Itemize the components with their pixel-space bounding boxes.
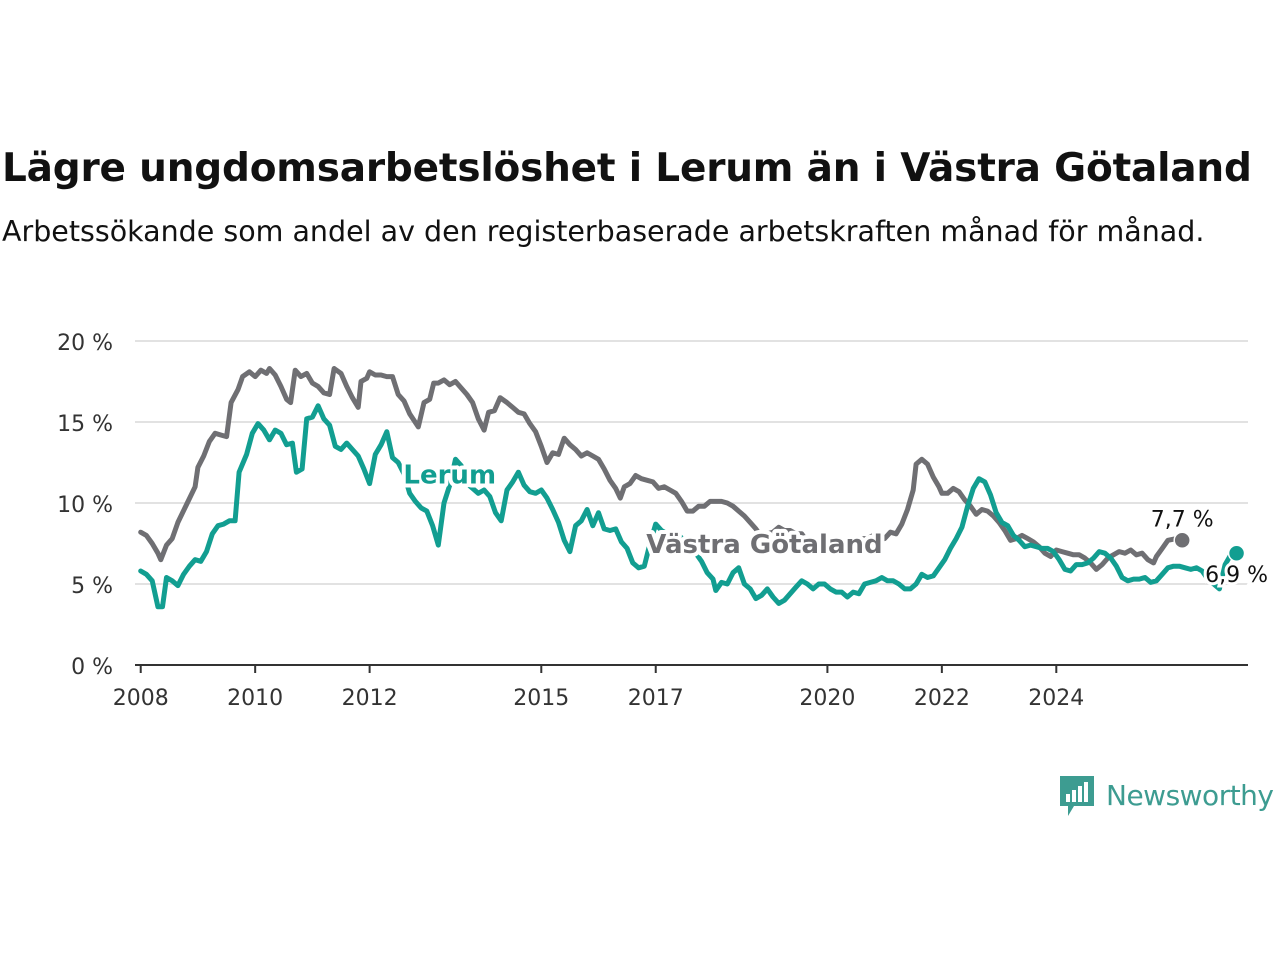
x-tick-label: 2017 — [628, 686, 684, 711]
y-tick-label: 0 % — [71, 655, 113, 680]
chart-subtitle: Arbetssökande som andel av den registerb… — [2, 215, 1205, 248]
series-end-label: 6,9 % — [1205, 563, 1268, 588]
y-tick-label: 5 % — [71, 574, 113, 599]
chart-title: Lägre ungdomsarbetslöshet i Lerum än i V… — [2, 146, 1252, 191]
x-tick-label: 2012 — [342, 686, 398, 711]
series-end-label: 7,7 % — [1151, 507, 1214, 532]
bar-chart-icon — [1060, 776, 1094, 816]
x-tick-label: 2022 — [914, 686, 970, 711]
x-tick-label: 2008 — [113, 686, 169, 711]
series-end-dot — [1173, 531, 1191, 550]
x-tick-label: 2010 — [227, 686, 283, 711]
series-name-label: Lerum — [403, 461, 496, 491]
x-tick-label: 2024 — [1028, 686, 1084, 711]
brand-name: Newsworthy — [1106, 778, 1274, 812]
series-line-västra-götaland — [138, 366, 1185, 572]
series-name-label: Västra Götaland — [646, 530, 882, 560]
y-tick-label: 10 % — [57, 493, 113, 518]
y-tick-label: 15 % — [57, 412, 113, 437]
series-end-dot — [1227, 544, 1246, 562]
newsworthy-logo[interactable]: Newsworthy — [1058, 772, 1274, 818]
y-tick-label: 20 % — [57, 331, 113, 356]
series-line-lerum — [138, 403, 1240, 610]
x-tick-label: 2015 — [513, 686, 569, 711]
x-tick-label: 2020 — [799, 686, 855, 711]
